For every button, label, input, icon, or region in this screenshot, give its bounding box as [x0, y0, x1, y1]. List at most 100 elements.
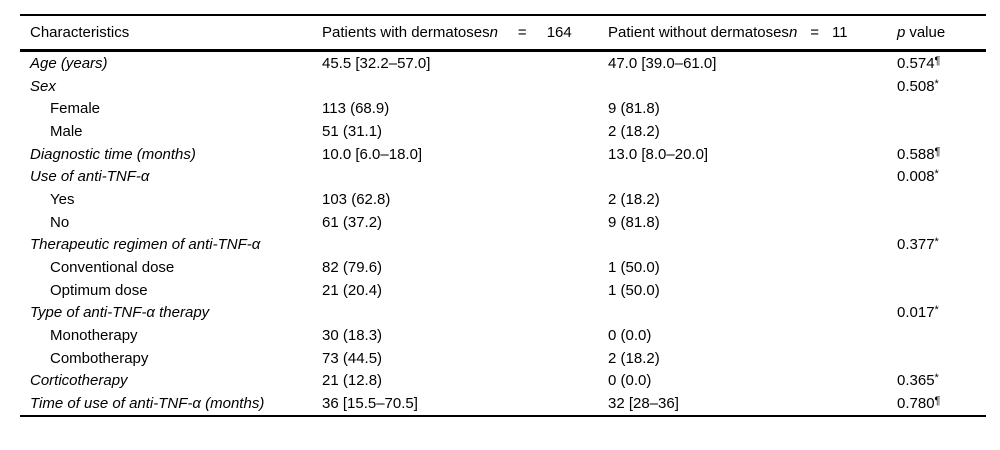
p-value-cell: 0.574¶	[897, 55, 986, 72]
characteristic-label: Type of anti-TNF-α therapy	[30, 304, 210, 322]
header-col2-n-symbol: n	[489, 24, 498, 41]
characteristics-table: Characteristics Patients with dermatoses…	[20, 14, 986, 417]
table-row: Diagnostic time (months) 10.0 [6.0–18.0]…	[20, 143, 986, 166]
with-dermatoses-value: 10.0 [6.0–18.0]	[322, 145, 423, 163]
without-dermatoses-value: 0 (0.0)	[608, 372, 652, 390]
p-value-cell: 0.377*	[897, 236, 986, 253]
characteristic-cell: Combotherapy	[20, 350, 322, 367]
characteristic-cell: Age (years)	[20, 55, 322, 72]
p-value: 0.574	[897, 54, 935, 72]
characteristic-label: Conventional dose	[50, 259, 175, 277]
with-dermatoses-value: 36 [15.5–70.5]	[322, 395, 418, 413]
table-row: No 61 (37.2) 9 (81.8)	[20, 211, 986, 234]
with-dermatoses-value: 82 (79.6)	[322, 259, 383, 277]
without-dermatoses-value: 2 (18.2)	[608, 190, 660, 208]
characteristic-cell: Use of anti-TNF-α	[20, 168, 322, 185]
characteristic-cell: Female	[20, 100, 322, 117]
characteristic-cell: Monotherapy	[20, 327, 322, 344]
p-value: 0.508	[897, 77, 935, 95]
characteristic-label: Corticotherapy	[30, 372, 128, 390]
header-characteristics: Characteristics	[20, 24, 322, 41]
without-dermatoses-value: 0 (0.0)	[608, 327, 652, 345]
p-value: 0.780	[897, 395, 935, 413]
p-value-cell: 0.365*	[897, 372, 986, 389]
with-dermatoses-value: 103 (62.8)	[322, 190, 391, 208]
characteristic-label: Age (years)	[30, 54, 108, 72]
table-row: Therapeutic regimen of anti-TNF-α 0.377*	[20, 234, 986, 257]
p-value-cell: 0.017*	[897, 304, 986, 321]
without-dermatoses-value: 2 (18.2)	[608, 122, 660, 140]
characteristic-cell: Therapeutic regimen of anti-TNF-α	[20, 236, 322, 253]
header-col3-n-symbol: n	[788, 24, 798, 41]
characteristic-cell: Corticotherapy	[20, 372, 322, 389]
header-col2-n-value: 164	[546, 24, 572, 41]
header-p-symbol: p	[897, 24, 906, 41]
p-value-footnote-marker: *	[934, 236, 939, 249]
header-col3-label: Patient without dermatoses	[608, 24, 789, 41]
characteristic-cell: Type of anti-TNF-α therapy	[20, 304, 322, 321]
p-value-footnote-marker: *	[934, 372, 939, 385]
p-value-cell: 0.008*	[897, 168, 986, 185]
table-row: Female 113 (68.9) 9 (81.8)	[20, 97, 986, 120]
characteristic-label: Optimum dose	[50, 281, 148, 299]
table-row: Corticotherapy 21 (12.8) 0 (0.0) 0.365*	[20, 370, 986, 393]
table-row: Use of anti-TNF-α 0.008*	[20, 165, 986, 188]
characteristic-label: Male	[50, 122, 83, 140]
without-dermatoses-value: 1 (50.0)	[608, 281, 660, 299]
with-dermatoses-value: 21 (20.4)	[322, 281, 383, 299]
with-dermatoses-value: 113 (68.9)	[322, 100, 390, 118]
table-row: Conventional dose 82 (79.6) 1 (50.0)	[20, 256, 986, 279]
characteristic-label: No	[50, 213, 70, 231]
p-value-footnote-marker: ¶	[934, 145, 941, 158]
p-value-cell: 0.588¶	[897, 146, 986, 163]
characteristic-label: Sex	[30, 77, 56, 95]
header-p-value-label: value	[909, 24, 946, 41]
characteristic-label: Yes	[50, 190, 75, 208]
characteristic-label: Monotherapy	[50, 327, 138, 345]
table-row: Yes 103 (62.8) 2 (18.2)	[20, 188, 986, 211]
table-body: Age (years) 45.5 [32.2–57.0] 47.0 [39.0–…	[20, 52, 986, 417]
header-col3-n-value: 11	[832, 24, 848, 41]
characteristic-label: Female	[50, 100, 101, 118]
characteristic-cell: Male	[20, 123, 322, 140]
with-dermatoses-value: 21 (12.8)	[322, 372, 383, 390]
without-dermatoses-value: 2 (18.2)	[608, 349, 660, 367]
without-dermatoses-value: 13.0 [8.0–20.0]	[608, 145, 709, 163]
with-dermatoses-value: 73 (44.5)	[322, 349, 383, 367]
table-row: Male 51 (31.1) 2 (18.2)	[20, 120, 986, 143]
p-value: 0.365	[897, 372, 935, 390]
p-value: 0.588	[897, 145, 935, 163]
table-row: Combotherapy 73 (44.5) 2 (18.2)	[20, 347, 986, 370]
characteristic-cell: Diagnostic time (months)	[20, 146, 322, 163]
characteristic-label: Use of anti-TNF-α	[30, 168, 150, 186]
without-dermatoses-value: 9 (81.8)	[608, 100, 660, 118]
p-value-cell: 0.780¶	[897, 395, 986, 412]
table-row: Age (years) 45.5 [32.2–57.0] 47.0 [39.0–…	[20, 52, 986, 75]
characteristic-label: Therapeutic regimen of anti-TNF-α	[30, 236, 261, 254]
table-row: Type of anti-TNF-α therapy 0.017*	[20, 302, 986, 325]
header-patients-with-dermatoses: Patients with dermatosesn = 164	[322, 24, 608, 41]
p-value: 0.377	[897, 236, 935, 254]
table-row: Time of use of anti-TNF-α (months) 36 [1…	[20, 392, 986, 415]
characteristic-cell: Time of use of anti-TNF-α (months)	[20, 395, 322, 412]
characteristic-label: Time of use of anti-TNF-α (months)	[30, 395, 265, 413]
with-dermatoses-value: 51 (31.1)	[322, 122, 383, 140]
p-value-footnote-marker: ¶	[934, 54, 941, 67]
p-value-footnote-marker: *	[934, 304, 939, 317]
characteristic-cell: Conventional dose	[20, 259, 322, 276]
characteristic-label: Diagnostic time (months)	[30, 145, 196, 163]
with-dermatoses-value: 30 (18.3)	[322, 327, 383, 345]
table-row: Sex 0.508*	[20, 75, 986, 98]
without-dermatoses-value: 47.0 [39.0–61.0]	[608, 54, 717, 72]
characteristic-cell: Optimum dose	[20, 282, 322, 299]
characteristic-label: Combotherapy	[50, 349, 149, 367]
characteristic-cell: Sex	[20, 78, 322, 95]
with-dermatoses-value: 61 (37.2)	[322, 213, 383, 231]
p-value-footnote-marker: *	[934, 168, 939, 181]
characteristic-cell: Yes	[20, 191, 322, 208]
p-value-footnote-marker: *	[934, 77, 939, 90]
header-patient-without-dermatoses: Patient without dermatosesn = 11	[608, 24, 897, 41]
header-col2-label: Patients with dermatoses	[322, 24, 490, 41]
p-value-cell: 0.508*	[897, 78, 986, 95]
header-col2-equals: =	[517, 24, 527, 41]
